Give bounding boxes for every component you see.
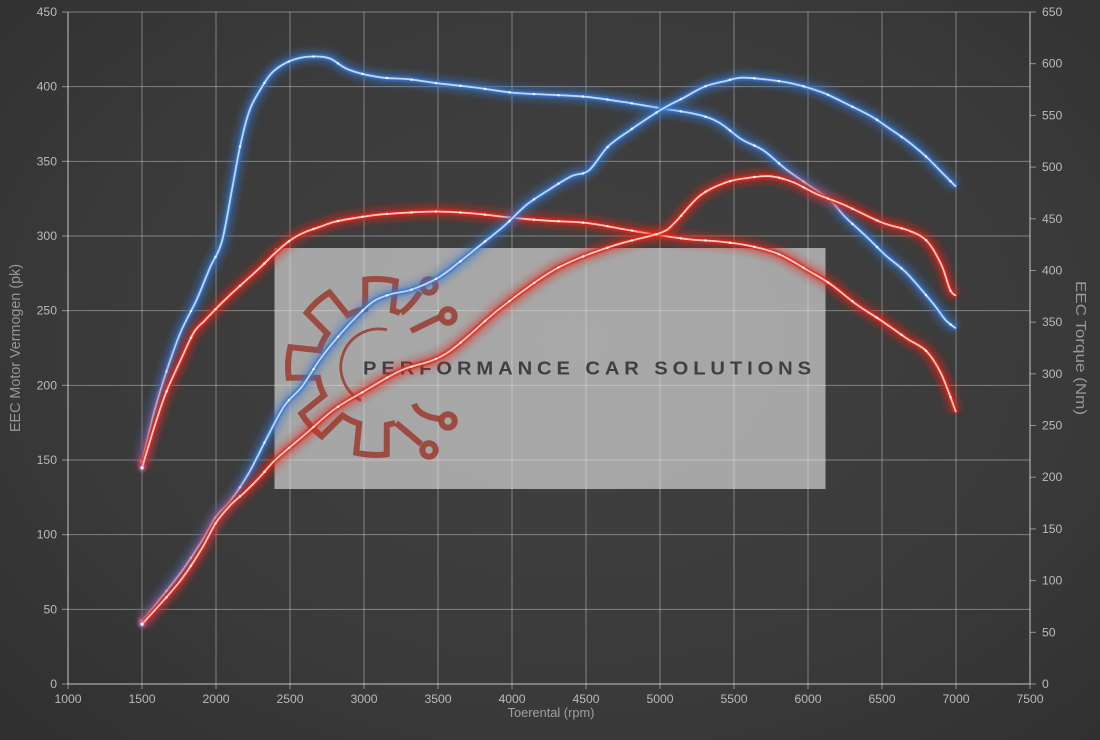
svg-text:EEC Motor Vermogen (pk): EEC Motor Vermogen (pk) xyxy=(8,264,24,432)
svg-text:7000: 7000 xyxy=(942,692,969,706)
svg-text:150: 150 xyxy=(1042,522,1063,536)
svg-text:650: 650 xyxy=(1042,5,1063,19)
svg-text:5500: 5500 xyxy=(720,692,747,706)
svg-text:50: 50 xyxy=(43,602,57,616)
svg-text:1000: 1000 xyxy=(54,692,81,706)
svg-text:2500: 2500 xyxy=(276,692,303,706)
svg-text:EEC Torque (Nm): EEC Torque (Nm) xyxy=(1072,281,1088,415)
svg-text:6000: 6000 xyxy=(794,692,821,706)
svg-text:0: 0 xyxy=(1042,677,1049,691)
svg-text:600: 600 xyxy=(1042,57,1063,71)
svg-text:550: 550 xyxy=(1042,108,1063,122)
svg-text:300: 300 xyxy=(37,229,58,243)
svg-text:200: 200 xyxy=(37,378,58,392)
svg-text:4000: 4000 xyxy=(498,692,525,706)
svg-text:0: 0 xyxy=(50,677,57,691)
svg-text:300: 300 xyxy=(1042,367,1063,381)
svg-text:7500: 7500 xyxy=(1016,692,1043,706)
svg-text:350: 350 xyxy=(37,154,58,168)
svg-text:Toerental (rpm): Toerental (rpm) xyxy=(508,705,595,720)
svg-text:400: 400 xyxy=(37,80,58,94)
svg-text:3500: 3500 xyxy=(424,692,451,706)
svg-text:50: 50 xyxy=(1042,625,1056,639)
svg-text:3000: 3000 xyxy=(350,692,377,706)
svg-text:5000: 5000 xyxy=(646,692,673,706)
svg-text:400: 400 xyxy=(1042,264,1063,278)
svg-text:100: 100 xyxy=(37,528,58,542)
svg-text:100: 100 xyxy=(1042,574,1063,588)
svg-text:250: 250 xyxy=(37,304,58,318)
svg-text:150: 150 xyxy=(37,453,58,467)
svg-text:4500: 4500 xyxy=(572,692,599,706)
svg-text:450: 450 xyxy=(1042,212,1063,226)
svg-text:250: 250 xyxy=(1042,419,1063,433)
svg-text:200: 200 xyxy=(1042,470,1063,484)
svg-text:500: 500 xyxy=(1042,160,1063,174)
svg-text:2000: 2000 xyxy=(202,692,229,706)
svg-text:350: 350 xyxy=(1042,315,1063,329)
svg-text:450: 450 xyxy=(37,5,58,19)
svg-text:PERFORMANCE CAR SOLUTIONS: PERFORMANCE CAR SOLUTIONS xyxy=(363,358,816,379)
svg-text:1500: 1500 xyxy=(128,692,155,706)
svg-text:6500: 6500 xyxy=(868,692,895,706)
